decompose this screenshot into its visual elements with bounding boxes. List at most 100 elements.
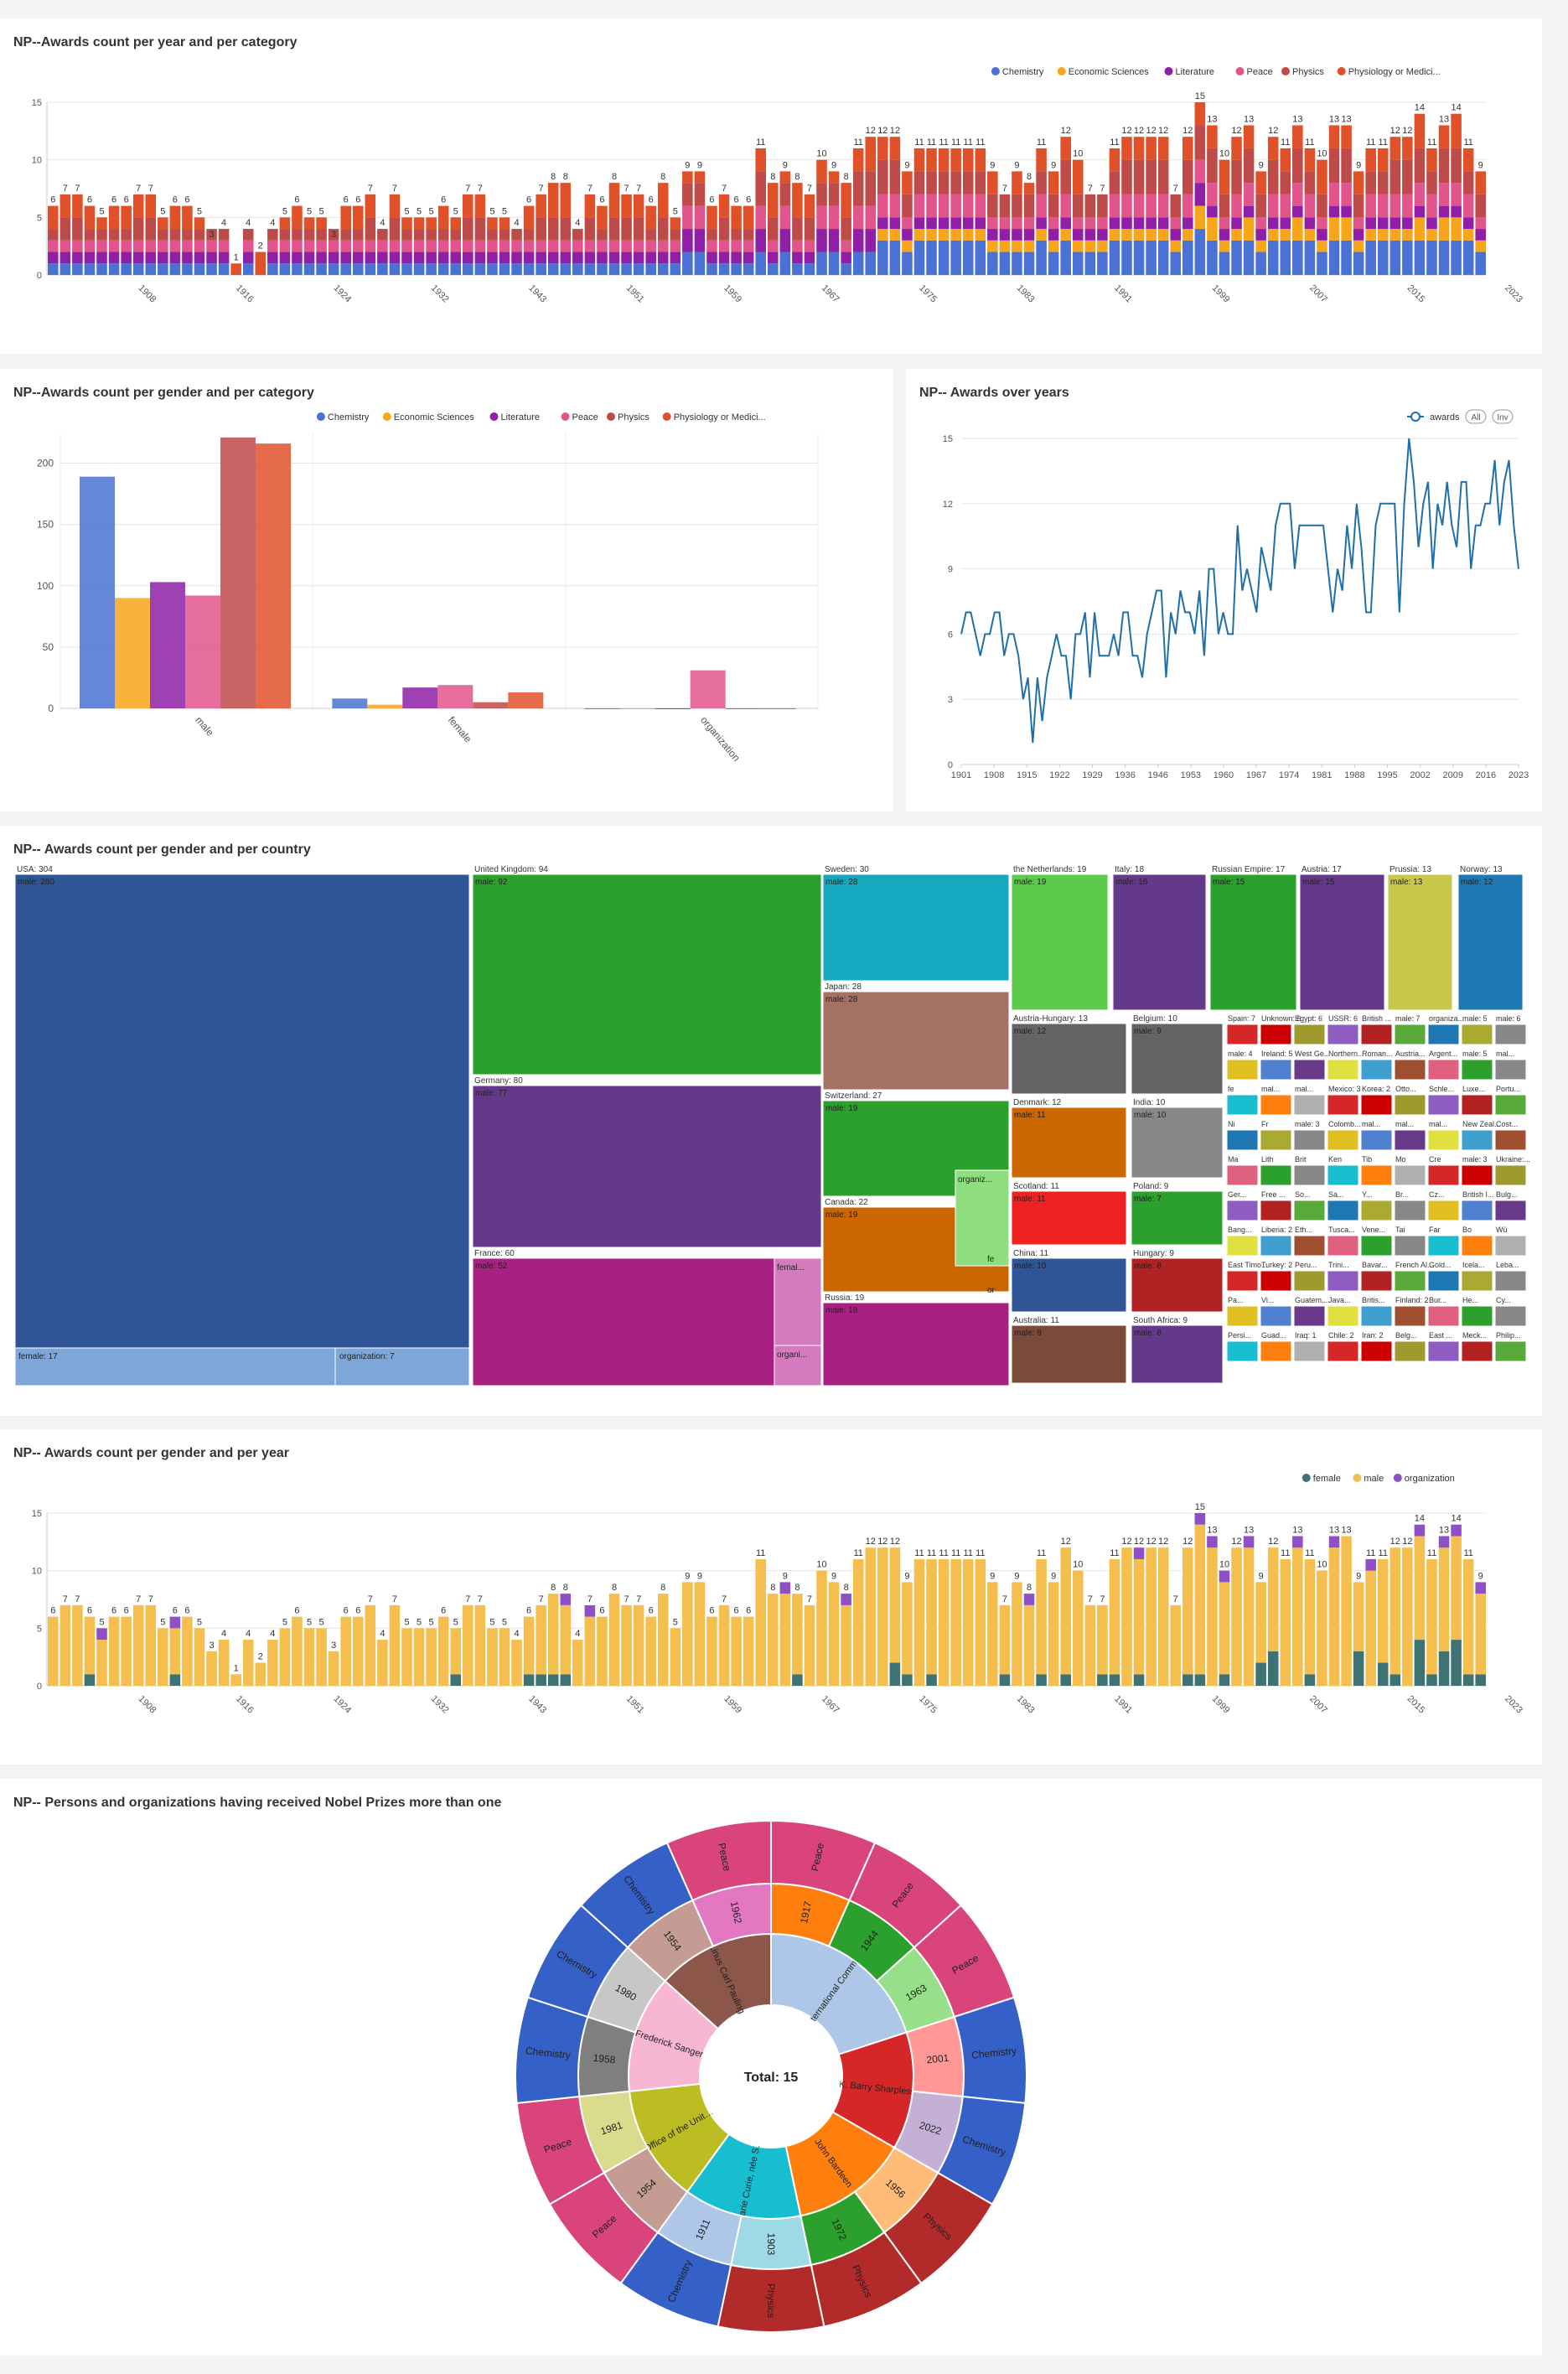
bar-segment bbox=[96, 1628, 107, 1641]
bar-total-label: 4 bbox=[575, 218, 580, 228]
bar-segment bbox=[1292, 217, 1303, 241]
bar-segment bbox=[560, 251, 572, 264]
bar-segment bbox=[1133, 1558, 1145, 1675]
bar-segment bbox=[1207, 240, 1218, 275]
bar-segment bbox=[1304, 171, 1316, 194]
x-tick-label: 1929 bbox=[1082, 770, 1102, 780]
bar-total-label: 10 bbox=[1073, 149, 1083, 159]
bar-total-label: 12 bbox=[1134, 1537, 1144, 1547]
bar-segment bbox=[316, 229, 327, 241]
bar-segment bbox=[1280, 171, 1291, 194]
bar-segment bbox=[523, 205, 535, 230]
bar-segment bbox=[536, 240, 546, 252]
treemap-usa-female-rect bbox=[14, 1347, 336, 1387]
treemap-small-rect bbox=[1494, 1094, 1527, 1116]
bar-segment bbox=[792, 251, 803, 264]
bar-total-label: 10 bbox=[1219, 149, 1229, 159]
bar-segment bbox=[913, 229, 925, 241]
bar-segment bbox=[926, 217, 937, 230]
treemap-small-rect bbox=[1427, 1235, 1460, 1257]
bar-total-label: 11 bbox=[853, 137, 862, 148]
bar-segment bbox=[267, 251, 278, 264]
bar-segment bbox=[975, 229, 986, 241]
bar-segment bbox=[1365, 1570, 1376, 1686]
bar-segment bbox=[536, 217, 546, 241]
bar-segment bbox=[499, 251, 510, 264]
bar-segment bbox=[1036, 1674, 1047, 1686]
chart-title: NP-- Awards over years bbox=[919, 386, 1069, 400]
treemap-small-rect bbox=[1394, 1164, 1426, 1186]
treemap-small-rect bbox=[1394, 1094, 1426, 1116]
bar-segment bbox=[779, 1594, 791, 1686]
bar-segment bbox=[1048, 171, 1059, 194]
bar-segment bbox=[779, 251, 791, 275]
bar-segment bbox=[1121, 229, 1132, 241]
bar-segment bbox=[1084, 251, 1096, 275]
treemap-small-label: male: 5 bbox=[1462, 1014, 1488, 1023]
bar-segment bbox=[852, 229, 864, 252]
bar-segment bbox=[1194, 1513, 1206, 1525]
bar-total-label: 9 bbox=[990, 1571, 995, 1581]
bar-total-label: 13 bbox=[1292, 114, 1302, 124]
bar-segment bbox=[902, 251, 913, 275]
bar-total-label: 11 bbox=[939, 1548, 948, 1558]
bar-segment bbox=[1243, 1536, 1255, 1548]
treemap-small-rect bbox=[1226, 1200, 1259, 1221]
treemap-small-rect bbox=[1494, 1129, 1527, 1151]
bar-segment bbox=[426, 263, 437, 275]
treemap-country-1-child-label: male: 28 bbox=[825, 995, 858, 1004]
bar-total-label: 5 bbox=[282, 1617, 287, 1627]
treemap-small-label: Ni bbox=[1228, 1120, 1235, 1128]
bar-segment bbox=[389, 263, 401, 275]
sunburst-outer-label: Chemistry bbox=[970, 2045, 1017, 2061]
bar-segment bbox=[1462, 1558, 1474, 1675]
bar-segment bbox=[926, 194, 937, 218]
bar-segment bbox=[657, 240, 669, 252]
treemap-small-label: Lith bbox=[1261, 1155, 1274, 1164]
bar-segment bbox=[1451, 205, 1462, 218]
treemap-small-rect bbox=[1226, 1059, 1259, 1081]
bar-segment bbox=[779, 205, 791, 230]
bar-segment bbox=[1170, 240, 1182, 252]
treemap-medium-3-child-label: male: 15 bbox=[1302, 878, 1335, 887]
bar-segment bbox=[1426, 217, 1437, 230]
bar-segment bbox=[389, 240, 401, 252]
treemap-usa-female-label: female: 17 bbox=[18, 1352, 58, 1361]
bar-segment bbox=[365, 251, 376, 264]
treemap-small-label: mal... bbox=[1429, 1120, 1447, 1128]
treemap-medium-15-rect bbox=[1131, 1324, 1224, 1384]
treemap-usa-rect bbox=[14, 873, 470, 1373]
bar-total-label: 3 bbox=[209, 1641, 214, 1651]
bar-segment bbox=[768, 183, 779, 218]
bar-segment bbox=[1157, 240, 1169, 275]
bar-total-label: 5 bbox=[489, 1617, 494, 1627]
bar-segment bbox=[352, 263, 364, 275]
bar-segment bbox=[1219, 1674, 1230, 1686]
treemap-small-label: Ger... bbox=[1228, 1190, 1246, 1199]
bar-segment bbox=[1133, 229, 1145, 241]
bar-segment bbox=[1243, 205, 1255, 218]
bar-segment bbox=[1280, 217, 1291, 230]
bar-segment bbox=[389, 194, 401, 218]
bar-segment bbox=[1255, 240, 1266, 252]
bar-segment bbox=[1451, 113, 1462, 148]
x-tick-label: 2016 bbox=[1476, 770, 1496, 780]
bar-segment bbox=[450, 251, 462, 264]
legend-label: Chemistry bbox=[328, 412, 370, 422]
bar-segment bbox=[1097, 1604, 1108, 1675]
bar-segment bbox=[1084, 217, 1096, 230]
bar-segment bbox=[1157, 137, 1169, 160]
bar-segment bbox=[768, 1594, 779, 1686]
bar-total-label: 7 bbox=[75, 1594, 80, 1604]
treemap-france-female-rect bbox=[774, 1257, 822, 1346]
bar bbox=[473, 702, 509, 708]
bar-segment bbox=[1170, 251, 1182, 275]
bar-segment bbox=[962, 1558, 974, 1686]
bar-segment bbox=[1414, 148, 1426, 184]
x-tick-label: 1924 bbox=[331, 1694, 353, 1716]
bar-segment bbox=[1438, 240, 1450, 275]
treemap-small-label: Far bbox=[1429, 1226, 1441, 1234]
bar-segment bbox=[670, 251, 681, 264]
bar-segment bbox=[938, 148, 950, 172]
bar-segment bbox=[474, 263, 486, 275]
